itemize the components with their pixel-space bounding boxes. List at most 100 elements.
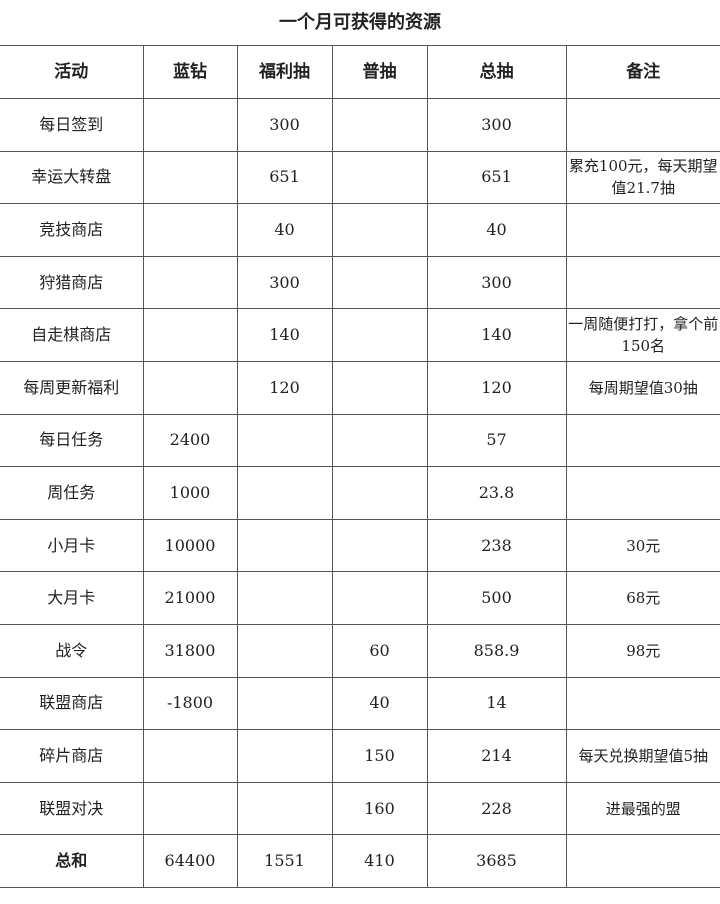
blue-diamond-cell [142, 781, 238, 836]
table-row: 周任务 1000 23.8 [0, 466, 720, 520]
total-draw-cell: 500 [426, 571, 567, 626]
activity-cell: 小月卡 [0, 518, 144, 573]
notes-cell [565, 413, 720, 468]
blue-diamond-cell [142, 203, 238, 257]
activity-cell: 碎片商店 [0, 729, 144, 783]
normal-draw-cell: 60 [331, 624, 428, 678]
normal-draw-cell [331, 308, 428, 363]
activity-cell: 狩猎商店 [0, 255, 144, 310]
normal-draw-cell: 40 [331, 676, 428, 731]
normal-draw-cell: 160 [331, 781, 428, 836]
total-draw-cell: 23.8 [426, 466, 567, 520]
normal-draw-cell [331, 413, 428, 468]
blue-diamond-cell: 64400 [142, 834, 238, 888]
total-draw-cell: 214 [426, 729, 567, 783]
blue-diamond-cell: 2400 [142, 413, 238, 468]
notes-cell: 68元 [565, 571, 720, 626]
blue-diamond-cell [142, 98, 238, 152]
header-normal-draw: 普抽 [331, 46, 428, 100]
total-draw-cell: 300 [426, 98, 567, 152]
header-notes: 备注 [565, 46, 720, 100]
table-row: 自走棋商店 140 140 一周随便打打，拿个前150名 [0, 308, 720, 363]
total-draw-cell: 651 [426, 150, 567, 205]
welfare-draw-cell: 300 [236, 98, 333, 152]
welfare-draw-cell: 40 [236, 203, 333, 257]
table-row: 每日签到 300 300 [0, 98, 720, 152]
total-draw-cell: 120 [426, 361, 567, 415]
header-row: 活动 蓝钻 福利抽 普抽 总抽 备注 [0, 46, 720, 100]
notes-cell: 累充100元，每天期望值21.7抽 [565, 150, 720, 205]
table-row: 狩猎商店 300 300 [0, 255, 720, 310]
notes-cell [565, 98, 720, 152]
welfare-draw-cell [236, 676, 333, 731]
blue-diamond-cell: 21000 [142, 571, 238, 626]
header-total-draw: 总抽 [426, 46, 567, 100]
welfare-draw-cell: 1551 [236, 834, 333, 888]
table-row: 联盟商店 -1800 40 14 [0, 676, 720, 731]
total-draw-cell: 140 [426, 308, 567, 363]
table-row: 大月卡 21000 500 68元 [0, 571, 720, 626]
table-row: 碎片商店 150 214 每天兑换期望值5抽 [0, 729, 720, 783]
notes-cell: 进最强的盟 [565, 781, 720, 836]
blue-diamond-cell: 1000 [142, 466, 238, 520]
blue-diamond-cell [142, 255, 238, 310]
table-row: 联盟对决 160 228 进最强的盟 [0, 781, 720, 836]
total-draw-cell: 228 [426, 781, 567, 836]
notes-cell [565, 466, 720, 520]
blue-diamond-cell: 31800 [142, 624, 238, 678]
activity-cell: 每日任务 [0, 413, 144, 468]
activity-cell: 每日签到 [0, 98, 144, 152]
welfare-draw-cell [236, 518, 333, 573]
notes-cell: 每周期望值30抽 [565, 361, 720, 415]
total-draw-cell: 57 [426, 413, 567, 468]
total-draw-cell: 3685 [426, 834, 567, 888]
blue-diamond-cell [142, 308, 238, 363]
table-row: 战令 31800 60 858.9 98元 [0, 624, 720, 678]
table-row: 每周更新福利 120 120 每周期望值30抽 [0, 361, 720, 415]
normal-draw-cell [331, 466, 428, 520]
total-draw-cell: 40 [426, 203, 567, 257]
notes-cell: 98元 [565, 624, 720, 678]
notes-cell: 一周随便打打，拿个前150名 [565, 308, 720, 363]
welfare-draw-cell [236, 624, 333, 678]
blue-diamond-cell: 10000 [142, 518, 238, 573]
notes-cell [565, 834, 720, 888]
blue-diamond-cell: -1800 [142, 676, 238, 731]
activity-cell: 大月卡 [0, 571, 144, 626]
table-row: 竞技商店 40 40 [0, 203, 720, 257]
activity-cell: 竞技商店 [0, 203, 144, 257]
activity-cell: 战令 [0, 624, 144, 678]
welfare-draw-cell: 300 [236, 255, 333, 310]
blue-diamond-cell [142, 729, 238, 783]
table-title: 一个月可获得的资源 [0, 0, 720, 46]
normal-draw-cell [331, 150, 428, 205]
welfare-draw-cell [236, 571, 333, 626]
activity-cell: 自走棋商店 [0, 308, 144, 363]
normal-draw-cell: 410 [331, 834, 428, 888]
total-row: 总和 64400 1551 410 3685 [0, 834, 720, 888]
notes-cell: 每天兑换期望值5抽 [565, 729, 720, 783]
notes-cell [565, 676, 720, 731]
activity-cell: 每周更新福利 [0, 361, 144, 415]
normal-draw-cell [331, 361, 428, 415]
activity-cell: 总和 [0, 834, 144, 888]
notes-cell [565, 203, 720, 257]
normal-draw-cell [331, 98, 428, 152]
blue-diamond-cell [142, 361, 238, 415]
header-activity: 活动 [0, 46, 144, 100]
blue-diamond-cell [142, 150, 238, 205]
normal-draw-cell [331, 203, 428, 257]
normal-draw-cell [331, 255, 428, 310]
total-draw-cell: 300 [426, 255, 567, 310]
activity-cell: 周任务 [0, 466, 144, 520]
welfare-draw-cell [236, 413, 333, 468]
normal-draw-cell [331, 571, 428, 626]
normal-draw-cell: 150 [331, 729, 428, 783]
welfare-draw-cell: 120 [236, 361, 333, 415]
activity-cell: 幸运大转盘 [0, 150, 144, 205]
total-draw-cell: 14 [426, 676, 567, 731]
welfare-draw-cell: 140 [236, 308, 333, 363]
table-row: 幸运大转盘 651 651 累充100元，每天期望值21.7抽 [0, 150, 720, 205]
welfare-draw-cell [236, 729, 333, 783]
welfare-draw-cell: 651 [236, 150, 333, 205]
